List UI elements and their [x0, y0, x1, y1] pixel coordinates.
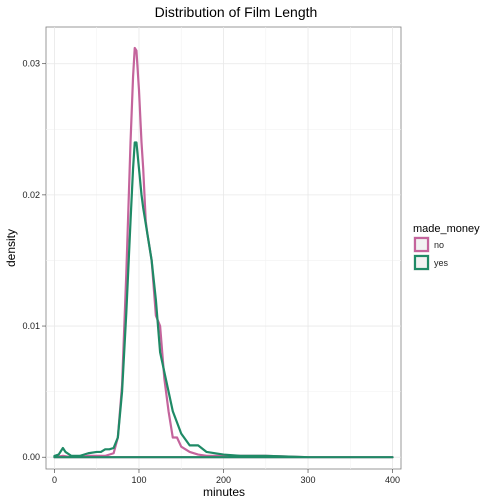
x-tick-label: 400	[385, 475, 400, 485]
y-tick-label: 0.01	[22, 321, 40, 331]
legend-label-no: no	[434, 240, 444, 250]
x-tick-label: 0	[52, 475, 57, 485]
y-tick-label: 0.03	[22, 59, 40, 69]
legend: made_money no yes	[412, 223, 480, 272]
y-axis-title: density	[4, 229, 18, 267]
chart-title: Distribution of Film Length	[155, 4, 318, 20]
x-tick-label: 100	[131, 475, 146, 485]
y-tick-label: 0.00	[22, 452, 40, 462]
legend-key-no	[413, 236, 430, 253]
legend-title: made_money	[413, 223, 480, 235]
legend-label-yes: yes	[434, 258, 449, 268]
legend-key-bg	[412, 235, 431, 254]
x-tick-label: 200	[216, 475, 231, 485]
x-tick-label: 300	[301, 475, 316, 485]
axis-ticks: 0 100 200 300 400 0.00 0.01 0.02 0.03	[22, 59, 400, 485]
legend-items: no yes	[412, 235, 449, 272]
series-lines	[53, 46, 394, 459]
legend-key-bg	[412, 253, 431, 272]
y-tick-label: 0.02	[22, 190, 40, 200]
x-axis-title: minutes	[203, 485, 245, 499]
legend-key-yes	[413, 254, 430, 271]
density-line-yes	[53, 141, 394, 459]
